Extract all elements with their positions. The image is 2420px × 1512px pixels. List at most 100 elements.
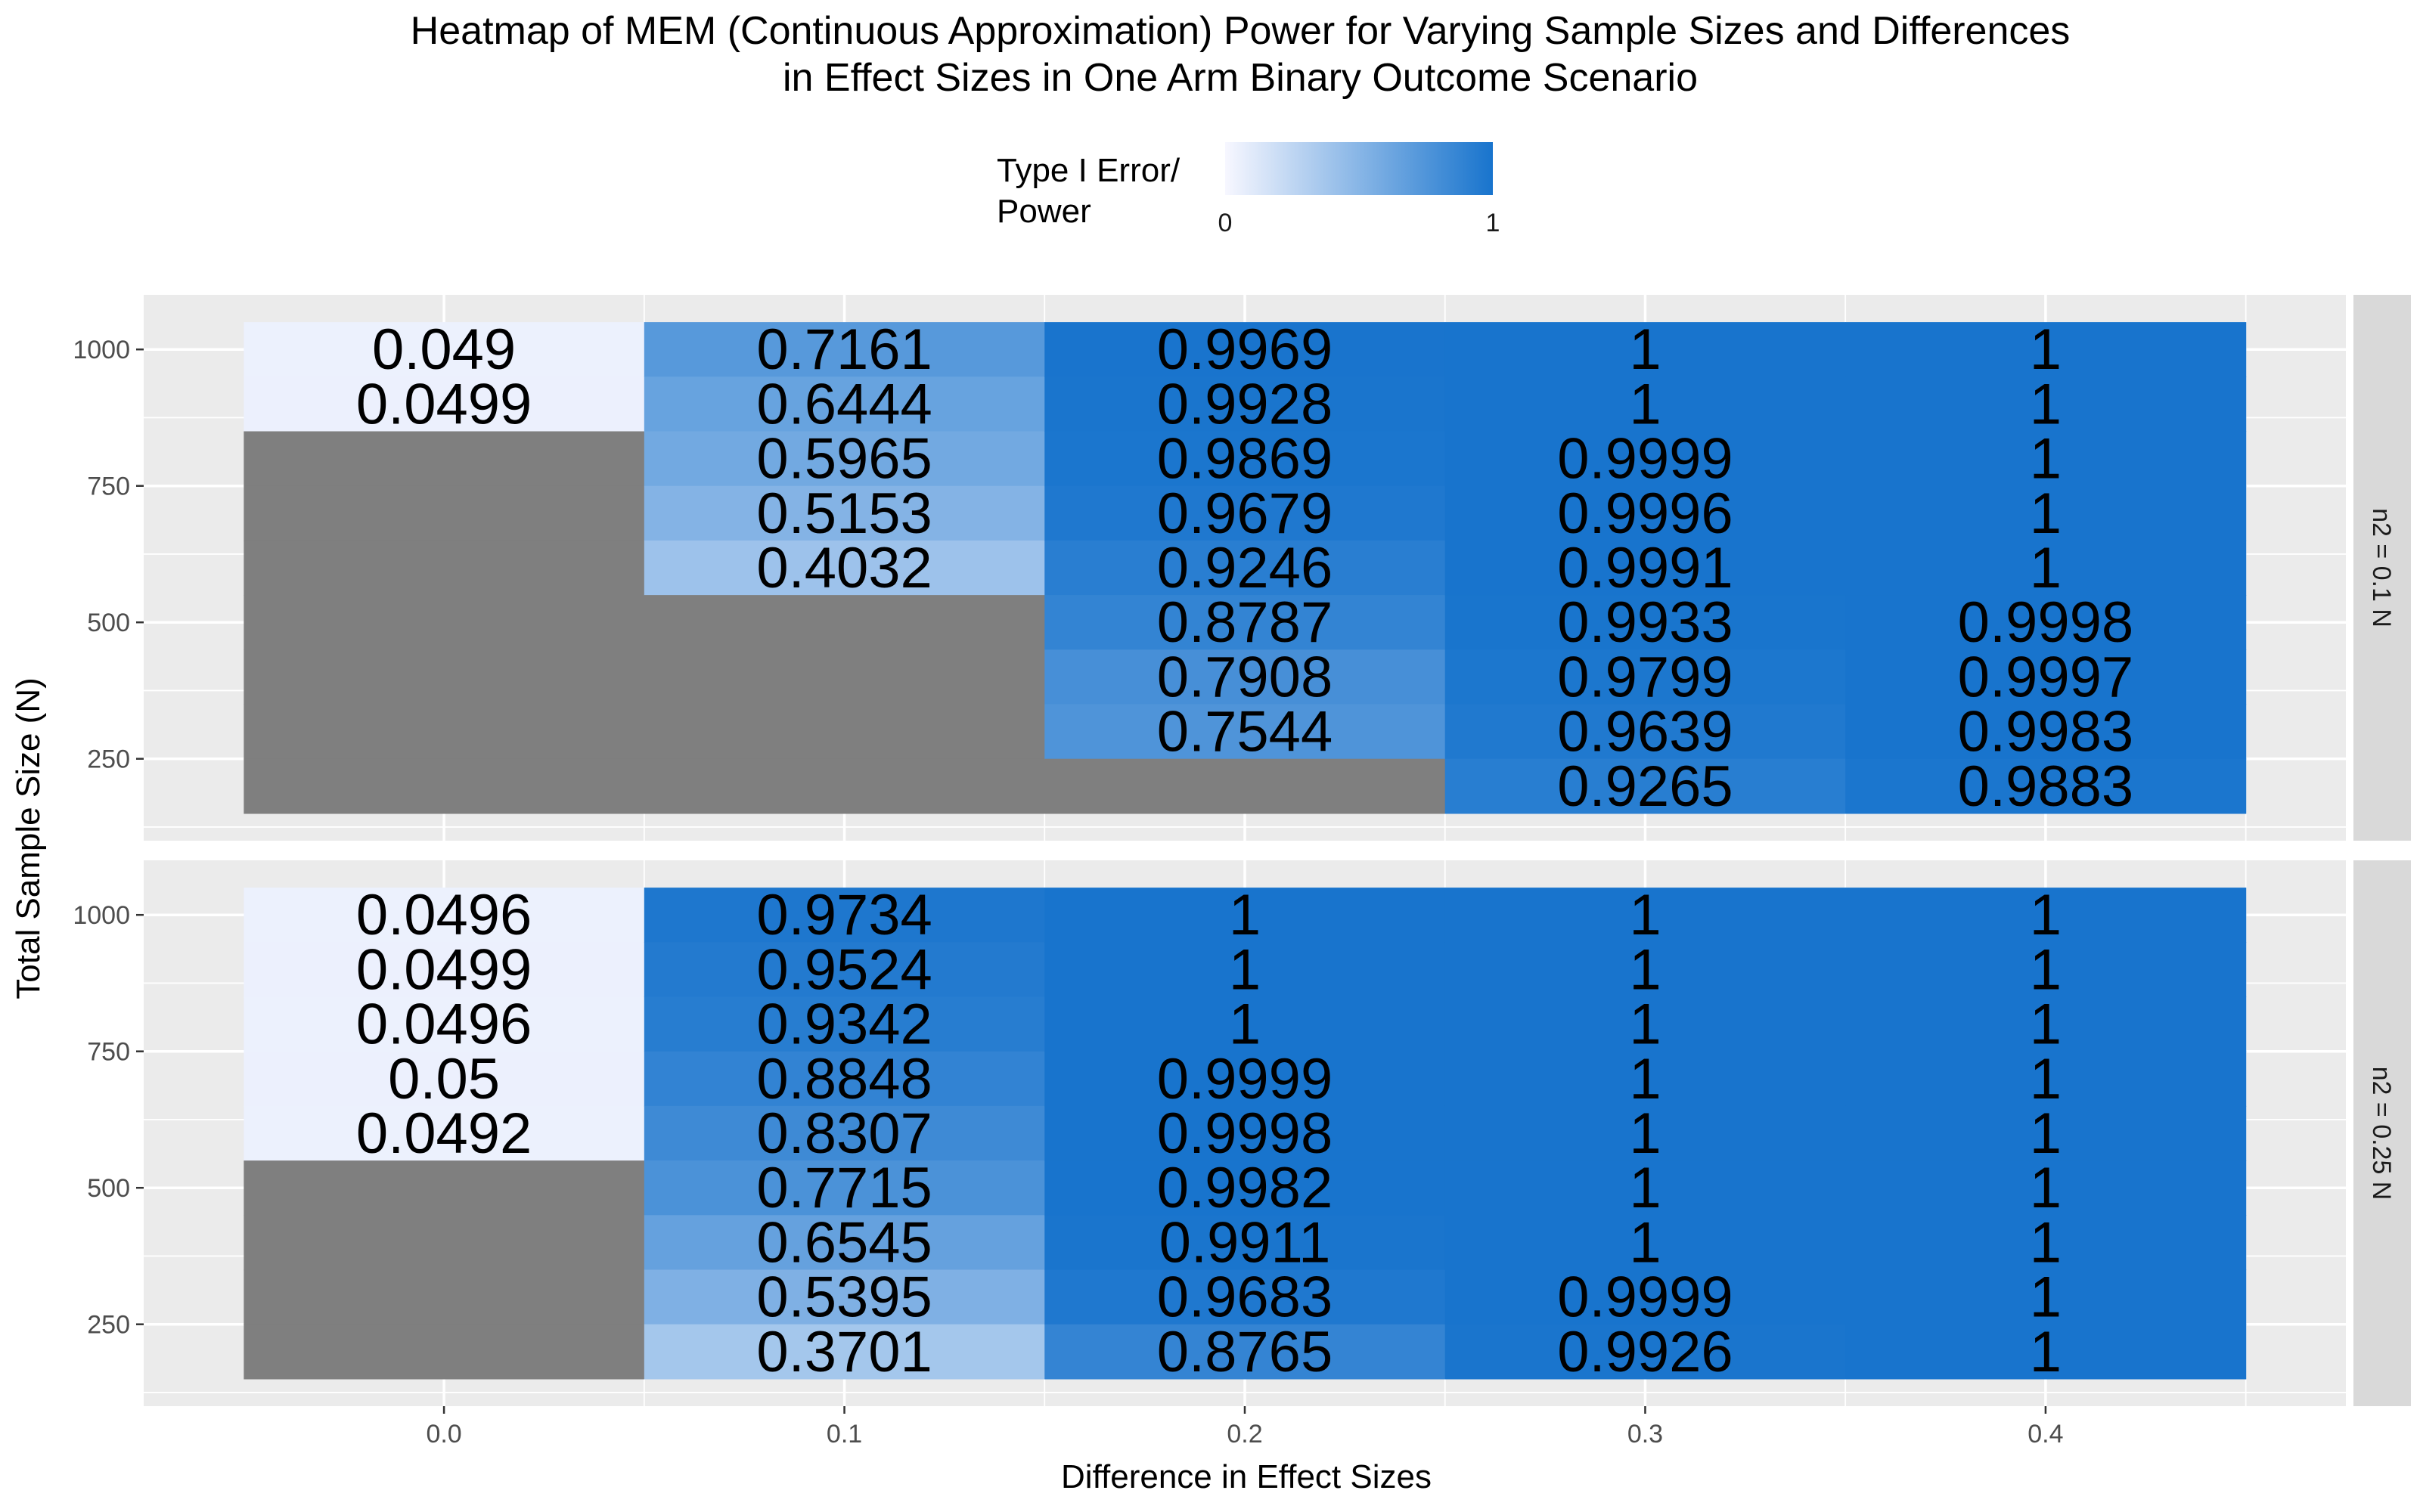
heatmap-cell: [1444, 595, 1846, 650]
heatmap-cell: [644, 1215, 1045, 1271]
cell-value-label: 0.05: [388, 1047, 500, 1111]
heatmap-cell: [644, 1160, 1045, 1216]
heatmap-cell: [244, 376, 645, 432]
cell-value-label: 1: [2030, 1266, 2062, 1330]
cell-value-label: 1: [2030, 1210, 2062, 1275]
cell-value-label: 0.049: [372, 318, 516, 382]
cell-value-label: 0.9246: [1157, 536, 1333, 600]
heatmap-cell: [1444, 1105, 1846, 1161]
facet-strip: [2353, 295, 2411, 841]
heatmap-cell-na: [244, 431, 645, 487]
heatmap-cell: [1845, 942, 2247, 998]
heatmap-cell-na: [244, 1269, 645, 1325]
y-tick-label: 750: [87, 472, 130, 501]
x-tick-label: 0.0: [426, 1420, 461, 1448]
cell-value-label: 0.9997: [1958, 645, 2133, 709]
cell-value-label: 0.6545: [756, 1210, 932, 1275]
heatmap-cell-na: [644, 595, 1045, 650]
heatmap-cell: [1444, 485, 1846, 541]
cell-value-label: 1: [1629, 1156, 1661, 1220]
heatmap-cell: [244, 1105, 645, 1161]
heatmap-cell: [1845, 1215, 2247, 1271]
heatmap-cell-na: [244, 649, 645, 705]
y-tick-label: 750: [87, 1038, 130, 1067]
heatmap-cell: [1845, 322, 2247, 377]
legend-title-line: Type I Error/: [997, 152, 1181, 189]
cell-value-label: 1: [1629, 883, 1661, 947]
heatmap-cell: [244, 888, 645, 943]
cell-value-label: 0.9734: [756, 883, 932, 947]
cell-value-label: 0.7161: [756, 318, 932, 382]
cell-value-label: 0.7715: [756, 1156, 932, 1220]
cell-value-label: 1: [1629, 993, 1661, 1057]
cell-value-label: 0.9799: [1557, 645, 1733, 709]
heatmap-cell: [1845, 431, 2247, 487]
cell-value-label: 0.9999: [1557, 1266, 1733, 1330]
heatmap-cell: [1444, 1051, 1846, 1107]
cell-value-label: 0.9983: [1958, 700, 2133, 764]
cell-value-label: 1: [1229, 883, 1261, 947]
heatmap-cell: [1444, 758, 1846, 814]
cell-value-label: 1: [2030, 1156, 2062, 1220]
cell-value-label: 0.9342: [756, 993, 932, 1057]
cell-value-label: 1: [1229, 937, 1261, 1002]
heatmap-cell: [644, 376, 1045, 432]
heatmap-cell: [1044, 996, 1446, 1052]
x-tick-label: 0.2: [1227, 1420, 1262, 1448]
heatmap-cell-na: [244, 1324, 645, 1380]
heatmap-cell: [1444, 540, 1846, 596]
cell-value-label: 0.8787: [1157, 590, 1333, 655]
heatmap-cell-na: [244, 758, 645, 814]
chart-title-line: in Effect Sizes in One Arm Binary Outcom…: [783, 56, 1698, 100]
y-tick-label: 250: [87, 745, 130, 774]
heatmap-cell: [1845, 1105, 2247, 1161]
heatmap-cell: [1845, 376, 2247, 432]
heatmap-cell: [1044, 1215, 1446, 1271]
heatmap-cell: [644, 322, 1045, 377]
heatmap-cell: [1444, 1215, 1846, 1271]
cell-value-label: 0.9982: [1157, 1156, 1333, 1220]
cell-value-label: 0.0499: [356, 372, 532, 436]
heatmap-cell: [1845, 704, 2247, 760]
heatmap-cell-na: [244, 485, 645, 541]
heatmap-cell: [644, 1324, 1045, 1380]
legend-colorbar: [1225, 142, 1493, 195]
cell-value-label: 1: [1629, 1047, 1661, 1111]
cell-value-label: 0.9999: [1157, 1047, 1333, 1111]
cell-value-label: 0.5153: [756, 482, 932, 546]
cell-value-label: 1: [2030, 1320, 2062, 1384]
legend-high-label: 1: [1486, 209, 1500, 237]
heatmap-cell-na: [1044, 758, 1446, 814]
chart-title-line: Heatmap of MEM (Continuous Approximation…: [411, 9, 2071, 53]
cell-value-label: 0.7544: [1157, 700, 1333, 764]
cell-value-label: 1: [2030, 536, 2062, 600]
cell-value-label: 1: [2030, 1101, 2062, 1166]
cell-value-label: 1: [2030, 883, 2062, 947]
heatmap-cell: [244, 1051, 645, 1107]
cell-value-label: 1: [2030, 1047, 2062, 1111]
cell-value-label: 0.9265: [1557, 754, 1733, 819]
facet-panels: 0.0490.04990.71610.64440.59650.51530.403…: [73, 295, 2411, 1406]
y-axis-label: Total Sample Size (N): [10, 677, 47, 999]
cell-value-label: 0.3701: [756, 1320, 932, 1384]
x-axis: 0.0 0.1 0.2 0.3 0.4: [426, 1406, 2064, 1448]
heatmap-cell: [644, 540, 1045, 596]
cell-value-label: 1: [1629, 1210, 1661, 1275]
heatmap-cell: [1444, 942, 1846, 998]
legend-title: Type I Error/Power: [997, 152, 1181, 230]
heatmap-cell-na: [244, 595, 645, 650]
legend: Type I Error/Power 0 1: [997, 142, 1500, 237]
cell-value-label: 0.0492: [356, 1101, 532, 1166]
facet-strip: [2353, 860, 2411, 1406]
heatmap-cell-na: [644, 649, 1045, 705]
cell-value-label: 0.6444: [756, 372, 932, 436]
heatmap-cell: [1845, 1269, 2247, 1325]
cell-value-label: 1: [1629, 937, 1661, 1002]
chart-title: Heatmap of MEM (Continuous Approximation…: [411, 9, 2071, 100]
heatmap-cell: [644, 1105, 1045, 1161]
cell-value-label: 0.9998: [1157, 1101, 1333, 1166]
heatmap-cell: [244, 322, 645, 377]
cell-value-label: 0.0496: [356, 883, 532, 947]
legend-title-line: Power: [997, 193, 1091, 230]
cell-value-label: 0.9926: [1557, 1320, 1733, 1384]
